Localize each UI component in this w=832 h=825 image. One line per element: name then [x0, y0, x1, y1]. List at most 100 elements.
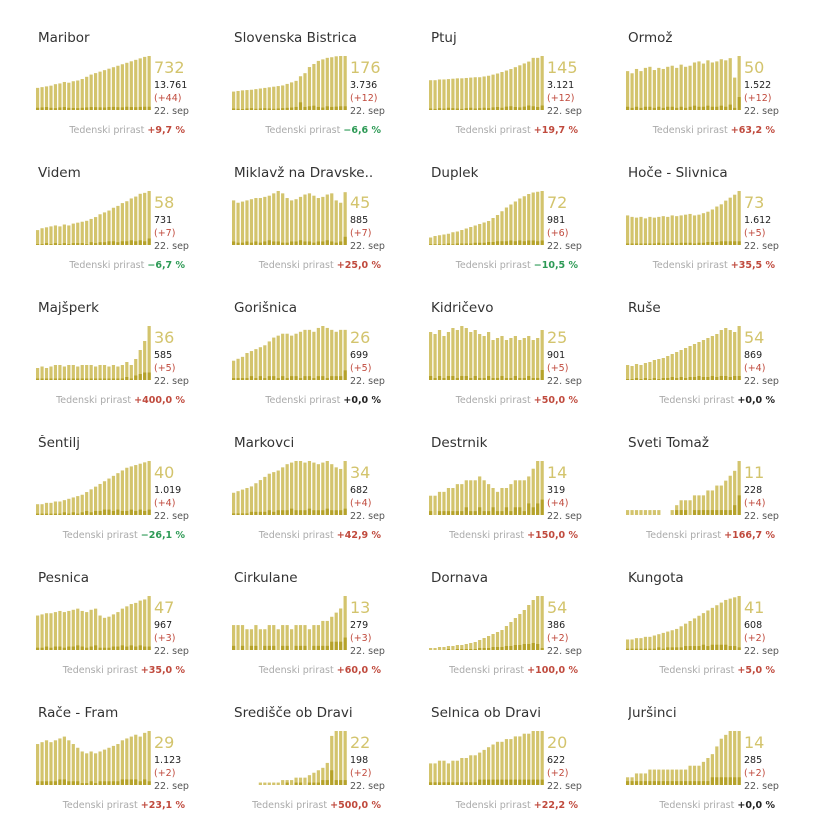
new-cases-bar	[303, 106, 307, 110]
active-bar	[267, 341, 271, 380]
new-cases-bar	[49, 378, 53, 380]
active-cases: 20	[547, 733, 568, 752]
active-bar	[129, 466, 133, 515]
active-bar	[120, 608, 124, 650]
new-cases-bar	[107, 241, 111, 245]
daily-delta: (+4)	[154, 498, 176, 509]
active-cases: 26	[350, 328, 371, 347]
active-bar	[643, 363, 648, 380]
active-bar	[263, 782, 267, 785]
new-cases-bar	[455, 649, 459, 650]
municipality-name: Duplek	[431, 165, 479, 181]
active-bar	[679, 626, 683, 650]
mini-bar-chart	[626, 461, 741, 515]
new-cases-bar	[437, 108, 442, 110]
growth-label: Tedenski prirast	[62, 665, 138, 676]
active-bar	[652, 510, 656, 515]
growth-label: Tedenski prirast	[62, 530, 138, 541]
new-cases-bar	[715, 510, 719, 515]
new-cases-bar	[67, 378, 71, 380]
active-bar	[661, 769, 665, 785]
active-bar	[482, 749, 486, 785]
active-bar	[531, 57, 535, 110]
active-bar	[715, 334, 719, 380]
mini-bar-chart	[232, 596, 347, 650]
active-bar	[116, 366, 120, 380]
active-bar	[285, 625, 289, 650]
new-cases-bar	[339, 376, 343, 380]
active-bar	[290, 780, 294, 785]
mini-bar-chart	[36, 731, 151, 785]
active-bar	[634, 217, 639, 245]
new-cases-bar	[527, 644, 531, 650]
new-cases-bar	[107, 509, 111, 515]
active-bar	[473, 755, 477, 785]
new-cases-bar	[469, 378, 473, 380]
active-bar	[719, 485, 723, 515]
new-cases-bar	[710, 510, 714, 515]
mini-bar-chart	[232, 326, 347, 380]
new-cases-bar	[232, 645, 236, 650]
active-bar	[330, 735, 334, 785]
date-label: 22. sep	[744, 781, 779, 792]
new-cases-bar	[116, 378, 120, 380]
active-bar	[49, 226, 53, 245]
new-cases-bar	[679, 510, 683, 515]
active-bar	[298, 331, 303, 380]
growth-value: −10,5 %	[533, 260, 578, 271]
new-cases-bar	[298, 378, 303, 380]
active-bar	[312, 195, 316, 245]
active-bar	[478, 476, 482, 515]
new-cases-bar	[120, 779, 124, 785]
new-cases-bar	[307, 106, 312, 110]
new-cases-bar	[464, 507, 468, 515]
new-cases-bar	[442, 378, 446, 380]
active-bar	[76, 496, 80, 515]
active-bar	[666, 769, 670, 785]
new-cases-bar	[442, 244, 446, 245]
new-cases-bar	[518, 107, 522, 110]
new-cases-bar	[692, 243, 697, 245]
active-bar	[102, 617, 107, 650]
active-bar	[522, 63, 526, 110]
mini-bar-chart	[36, 326, 151, 380]
new-cases-bar	[491, 647, 495, 650]
active-bar	[290, 629, 294, 650]
active-bar	[245, 90, 249, 110]
new-cases-bar	[639, 107, 643, 110]
active-bar	[536, 57, 540, 110]
new-cases-bar	[98, 107, 102, 110]
active-bar	[53, 501, 58, 515]
active-cases: 36	[154, 328, 175, 347]
active-bar	[303, 625, 307, 650]
weekly-growth: Tedenski prirast +63,2 %	[653, 125, 775, 136]
active-bar	[343, 596, 347, 650]
new-cases-bar	[518, 779, 522, 785]
active-cases: 22	[350, 733, 371, 752]
active-bar	[710, 607, 714, 650]
active-bar	[652, 217, 656, 245]
new-cases-bar	[478, 242, 482, 245]
new-cases-bar	[478, 779, 482, 785]
new-cases-bar	[40, 647, 44, 650]
active-bar	[36, 230, 40, 245]
active-bar	[504, 207, 509, 245]
new-cases-bar	[446, 107, 451, 110]
new-cases-bar	[710, 242, 714, 245]
daily-delta: (+4)	[744, 363, 766, 374]
new-cases-bar	[236, 378, 240, 380]
new-cases-bar	[531, 240, 535, 245]
new-cases-bar	[719, 241, 723, 245]
new-cases-bar	[500, 241, 504, 245]
new-cases-bar	[312, 782, 316, 785]
active-bar	[706, 610, 710, 650]
new-cases-bar	[325, 645, 329, 650]
active-bar	[125, 606, 129, 650]
active-bar	[58, 226, 62, 245]
active-bar	[626, 510, 630, 515]
active-bar	[634, 638, 639, 650]
active-bar	[143, 192, 147, 245]
new-cases-bar	[281, 376, 285, 380]
growth-label: Tedenski prirast	[265, 395, 341, 406]
new-cases-bar	[147, 372, 151, 380]
